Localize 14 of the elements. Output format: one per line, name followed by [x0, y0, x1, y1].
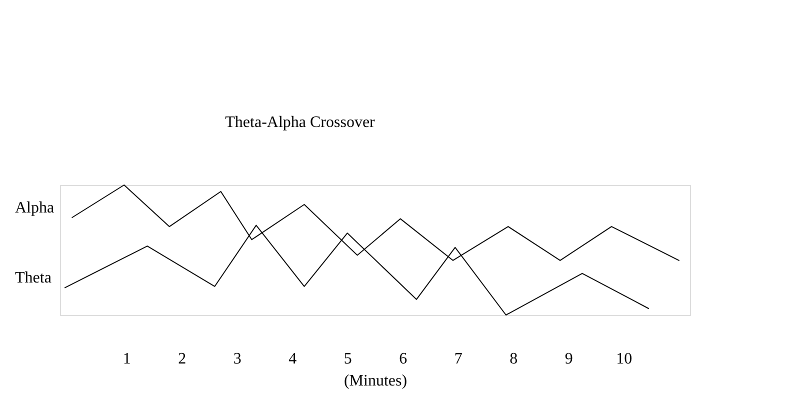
x-tick-label: 3 — [233, 350, 242, 368]
x-tick-label: 6 — [399, 350, 408, 368]
x-tick-label: 5 — [344, 350, 352, 368]
x-axis-title: (Minutes) — [344, 372, 408, 390]
x-tick-label: 4 — [288, 350, 297, 368]
series-label: Alpha — [15, 200, 54, 216]
x-tick-label: 8 — [510, 350, 518, 368]
x-tick-label: 1 — [122, 350, 131, 368]
x-tick-label: 10 — [616, 350, 632, 368]
chart-title: Theta-Alpha Crossover — [225, 114, 376, 131]
series-label: Theta — [15, 270, 52, 287]
x-tick-label: 9 — [564, 350, 573, 368]
x-tick-label: 7 — [454, 350, 462, 368]
x-tick-label: 2 — [178, 350, 186, 368]
